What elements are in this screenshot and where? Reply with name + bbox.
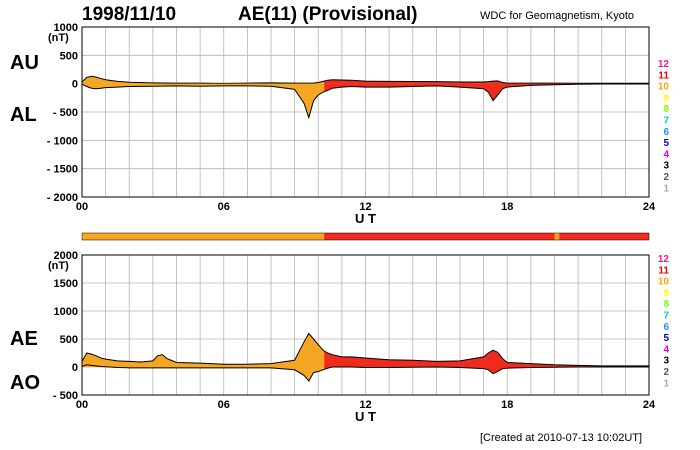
- series-area-ae-early: [82, 333, 325, 367]
- y-tick-label: - 1500: [47, 164, 78, 176]
- x-tick-label: 06: [218, 399, 230, 411]
- x-tick-label: 18: [501, 201, 513, 213]
- level-scale-label: 2: [663, 172, 669, 183]
- chart-title: AE(11) (Provisional): [238, 4, 418, 25]
- x-tick-label: 06: [218, 201, 230, 213]
- ao-label: AO: [10, 372, 40, 394]
- x-tick-label: 18: [501, 399, 513, 411]
- level-scale-label: 8: [663, 299, 669, 310]
- level-scale-label: 10: [658, 277, 670, 288]
- chart-date: 1998/11/10: [82, 4, 177, 25]
- unit-label-top: (nT): [48, 32, 69, 44]
- x-tick-label: 24: [643, 201, 656, 213]
- y-tick-label: 0: [72, 362, 78, 374]
- x-axis-label: U T: [355, 211, 376, 226]
- level-scale-label: 4: [663, 149, 669, 160]
- y-tick-label: 500: [60, 50, 78, 62]
- series-area-au-late: [324, 79, 649, 84]
- series-area-au-early: [82, 76, 325, 84]
- y-tick-label: - 500: [53, 390, 78, 402]
- series-line-au: [81, 75, 649, 84]
- level-scale-label: 9: [663, 93, 669, 104]
- y-tick-label: 0: [72, 79, 78, 91]
- x-axis-label: U T: [355, 409, 376, 424]
- level-scale-label: 12: [658, 59, 670, 70]
- station-bar-segment: [559, 233, 649, 240]
- level-scale-label: 1: [663, 183, 669, 194]
- ae-label: AE: [10, 328, 38, 350]
- series-area-al-late: [324, 83, 649, 101]
- level-scale-label: 2: [663, 367, 669, 378]
- series-area-ae-late: [324, 350, 649, 367]
- y-tick-label: 1000: [54, 306, 78, 318]
- level-scale-label: 11: [658, 70, 669, 81]
- au-label: AU: [10, 52, 39, 74]
- y-tick-label: 500: [60, 334, 78, 346]
- station-bar-segment: [324, 233, 555, 240]
- level-scale-label: 3: [663, 356, 669, 367]
- level-scale-label: 8: [663, 104, 669, 115]
- plot-frame: [81, 254, 650, 396]
- level-scale-label: 4: [663, 344, 669, 355]
- y-tick-label: - 2000: [47, 192, 78, 204]
- station-count-bar: [81, 232, 650, 241]
- level-scale-label: 6: [663, 322, 669, 333]
- series-area-ao-late: [324, 367, 649, 374]
- al-label: AL: [10, 104, 37, 126]
- x-tick-label: 12: [359, 201, 371, 213]
- level-scale-label: 5: [663, 138, 669, 149]
- y-tick-label: - 1000: [47, 135, 78, 147]
- level-scale-label: 11: [658, 265, 669, 276]
- level-scale-label: 3: [663, 161, 669, 172]
- level-scale-label: 5: [663, 333, 669, 344]
- y-tick-label: 2000: [54, 250, 78, 262]
- station-bar-frame: [81, 232, 650, 241]
- level-scale-label: 12: [658, 254, 670, 265]
- x-tick-label: 00: [76, 201, 88, 213]
- x-tick-label: 00: [76, 399, 88, 411]
- series-line-ae: [81, 332, 649, 367]
- x-tick-label: 12: [359, 399, 371, 411]
- x-tick-label: 24: [643, 399, 656, 411]
- level-scale-label: 7: [663, 116, 669, 127]
- y-tick-label: - 500: [53, 107, 78, 119]
- level-scale-label: 6: [663, 127, 669, 138]
- series-line-ao: [81, 364, 649, 382]
- y-tick-label: 1000: [54, 22, 78, 34]
- created-timestamp: [Created at 2010-07-13 10:02UT]: [480, 432, 643, 444]
- station-bar-segment: [554, 233, 560, 240]
- unit-label-bottom: (nT): [48, 260, 69, 272]
- level-scale-label: 1: [663, 378, 669, 389]
- level-scale-label: 7: [663, 311, 669, 322]
- data-source: WDC for Geomagnetism, Kyoto: [480, 10, 635, 22]
- series-line-al: [81, 83, 649, 120]
- series-area-al-early: [82, 83, 325, 118]
- station-bar-segment: [82, 233, 325, 240]
- level-scale-label: 9: [663, 288, 669, 299]
- level-scale-label: 10: [658, 82, 670, 93]
- y-tick-label: 1500: [54, 278, 78, 290]
- plot-frame: [81, 26, 650, 198]
